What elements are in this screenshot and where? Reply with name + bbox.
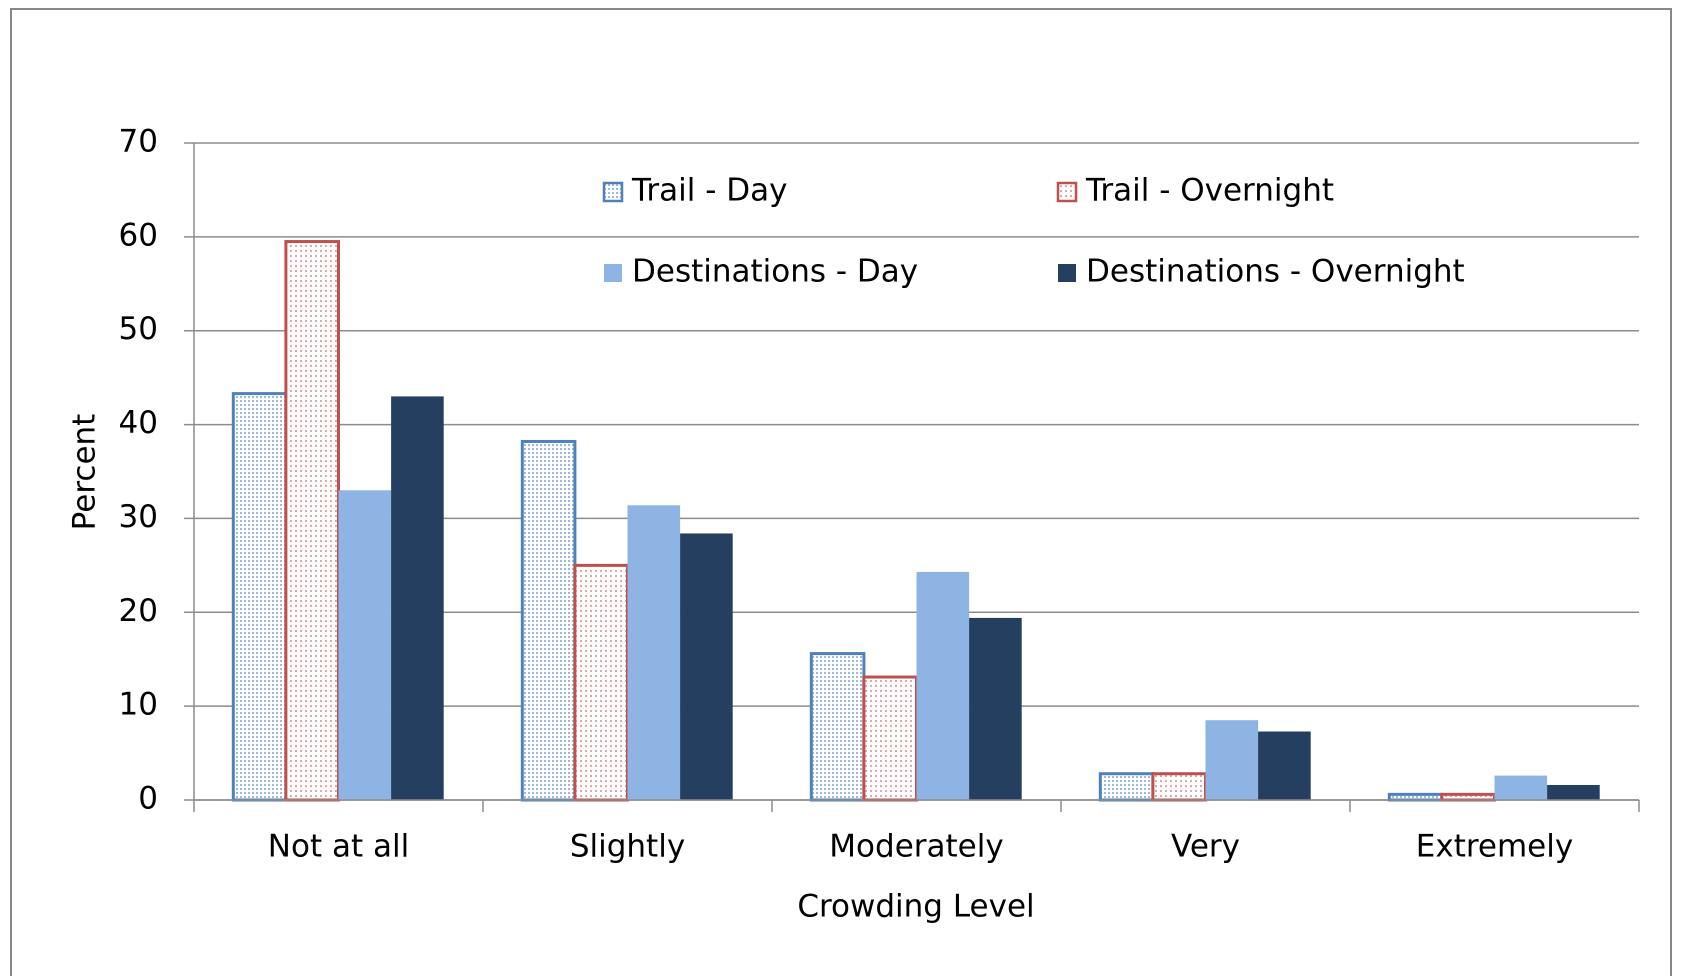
bar — [1098, 772, 1155, 802]
legend-swatch — [602, 181, 624, 203]
bar — [680, 533, 733, 800]
bar — [1387, 792, 1444, 802]
bar — [1494, 775, 1548, 800]
bar — [1547, 784, 1600, 800]
y-tick-label: 60 — [119, 217, 158, 253]
x-tick-label: Moderately — [829, 829, 1003, 865]
legend-label: Destinations - Day — [632, 254, 918, 290]
y-axis-title: Percent — [67, 414, 103, 531]
bar — [809, 652, 866, 802]
y-tick-label: 40 — [119, 405, 158, 441]
frame — [10, 8, 1672, 976]
bar — [916, 571, 970, 800]
legend-label: Trail - Day — [631, 173, 787, 209]
legend-swatch — [604, 264, 622, 282]
y-tick-label: 50 — [119, 311, 158, 347]
bar — [520, 439, 577, 802]
x-tick-label: Slightly — [570, 829, 685, 865]
bar — [573, 563, 630, 802]
bar — [284, 240, 340, 802]
bar — [231, 392, 288, 802]
x-tick-label: Not at all — [268, 829, 409, 865]
y-tick-label: 10 — [119, 687, 158, 723]
bar — [862, 675, 919, 802]
legend-swatch — [1058, 264, 1076, 282]
y-tick-label: 30 — [119, 499, 158, 535]
bar — [391, 396, 444, 800]
bar — [338, 490, 392, 800]
legend-label: Trail - Overnight — [1085, 173, 1334, 209]
y-tick-label: 70 — [119, 124, 158, 160]
bar — [1258, 731, 1311, 800]
y-tick-label: 20 — [119, 593, 158, 629]
x-tick-label: Extremely — [1416, 829, 1573, 865]
legend-label: Destinations - Overnight — [1086, 254, 1465, 290]
bar — [1151, 772, 1208, 802]
y-tick-label: 0 — [138, 781, 158, 817]
bar — [1205, 720, 1259, 800]
x-tick-label: Very — [1171, 829, 1240, 865]
legend-swatch — [1056, 181, 1078, 203]
bar — [1440, 792, 1497, 802]
bar — [627, 505, 681, 800]
x-axis-title: Crowding Level — [797, 889, 1034, 925]
bar — [969, 617, 1022, 800]
